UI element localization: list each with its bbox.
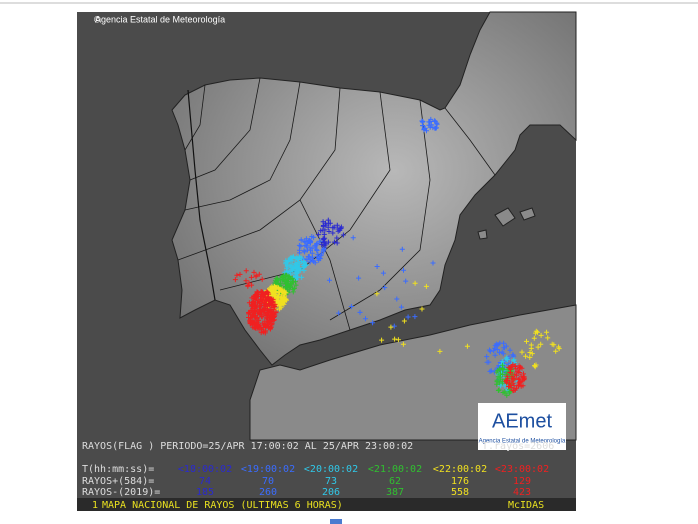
strike-cluster xyxy=(327,235,436,329)
negative-count: 423 xyxy=(513,487,531,498)
strike-cluster xyxy=(246,289,279,336)
logo-box xyxy=(478,403,566,450)
time-label: T(hh:mm:ss)= xyxy=(82,464,154,475)
negative-count: 185 xyxy=(196,487,214,498)
logo-subtitle: Agencia Estatal de Meteorología xyxy=(479,439,566,445)
interval-label: <23:00:02 xyxy=(495,464,549,475)
positive-count: 70 xyxy=(262,476,274,487)
interval-label: <22:00:02 xyxy=(433,464,487,475)
strike-cluster xyxy=(419,116,440,134)
strike-cluster xyxy=(374,280,470,354)
scroll-marker xyxy=(330,519,342,524)
copyright-symbol: © xyxy=(94,14,101,24)
interval-label: <19:00:02 xyxy=(241,464,295,475)
strike-cluster xyxy=(232,268,265,289)
negative-count: 558 xyxy=(451,487,469,498)
island xyxy=(477,229,488,240)
island xyxy=(519,207,536,221)
region-borders xyxy=(177,77,496,331)
copyright: Agencia Estatal de Meteorología xyxy=(95,14,225,24)
positive-count: 73 xyxy=(325,476,337,487)
negative-count: 387 xyxy=(386,487,404,498)
footer-bar xyxy=(77,498,576,511)
positive-label: RAYOS+(584)= xyxy=(82,476,154,487)
strike-cluster xyxy=(282,254,309,282)
footer-number: 1 xyxy=(92,500,98,511)
footer-software: McIDAS xyxy=(508,500,544,511)
footer-title: MAPA NACIONAL DE RAYOS (ULTIMAS 6 HORAS) xyxy=(102,500,343,511)
strike-cluster xyxy=(296,234,327,266)
lightning-strikes xyxy=(232,116,562,398)
strike-cluster xyxy=(315,217,346,250)
island xyxy=(494,207,516,227)
negative-count: 206 xyxy=(322,487,340,498)
positive-count: 129 xyxy=(513,476,531,487)
logo-name: AEmet xyxy=(492,410,552,432)
negative-label: RAYOS-(2019)= xyxy=(82,487,160,498)
positive-count: 74 xyxy=(199,476,211,487)
positive-count: 176 xyxy=(451,476,469,487)
interval-label: <21:00:02 xyxy=(368,464,422,475)
interval-label: <20:00:02 xyxy=(304,464,358,475)
strike-cluster xyxy=(519,328,562,370)
interval-label: <18:00:02 xyxy=(178,464,232,475)
strike-cluster xyxy=(503,361,527,394)
negative-count: 260 xyxy=(259,487,277,498)
total: T.rayos=2606 xyxy=(482,441,554,452)
period: RAYOS(FLAG ) PERIODO=25/APR 17:00:02 AL … xyxy=(82,441,413,452)
positive-count: 62 xyxy=(389,476,401,487)
